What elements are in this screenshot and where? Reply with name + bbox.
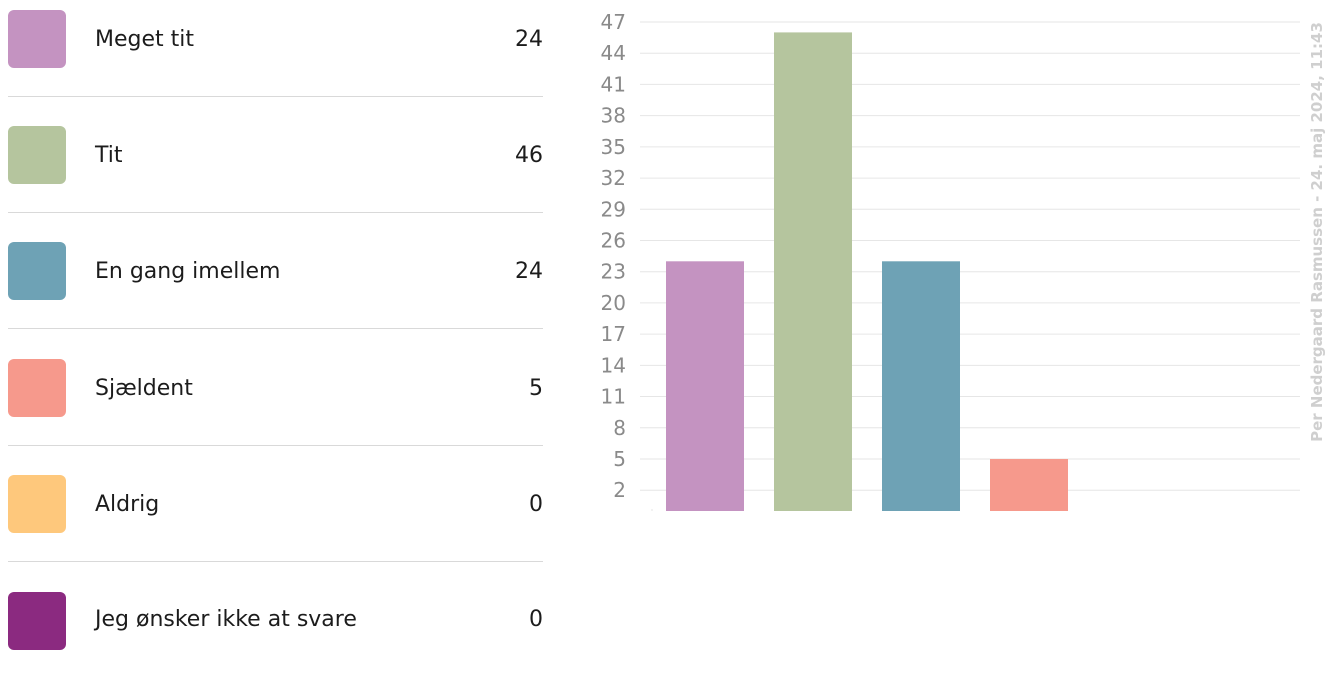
legend-swatch	[8, 359, 66, 417]
y-tick-label: 44	[601, 41, 626, 65]
legend-item-aldrig: Aldrig 0	[0, 465, 543, 581]
y-tick-label: 17	[601, 322, 626, 346]
y-tick-label: 47	[601, 10, 626, 34]
legend-label: Jeg ønsker ikke at svare	[95, 607, 357, 632]
legend-swatch	[8, 475, 66, 533]
legend-divider	[8, 96, 543, 97]
legend-divider	[8, 328, 543, 329]
legend-label: En gang imellem	[95, 259, 281, 284]
bar-chart: 2 5 8 11 14 17 20 23 26 29 32 35 38 41 44 47	[601, 10, 1300, 511]
legend-label: Aldrig	[95, 492, 160, 517]
y-tick-label: 32	[601, 166, 626, 190]
bar-meget-tit	[666, 261, 744, 511]
y-axis-tick-labels: 2 5 8 11 14 17 20 23 26 29 32 35 38 41 44 47	[601, 10, 626, 502]
y-tick-label: 29	[601, 197, 626, 221]
legend-divider	[8, 212, 543, 213]
y-tick-label: 2	[613, 478, 626, 502]
legend-divider	[8, 445, 543, 446]
y-tick-label: 14	[601, 353, 626, 377]
legend-count: 0	[529, 492, 543, 517]
legend-item-en-gang-imellem: En gang imellem 24	[0, 232, 543, 348]
bar-sjældent	[990, 458, 1068, 511]
y-tick-label: 26	[601, 228, 626, 252]
legend-label: Tit	[95, 143, 123, 168]
y-tick-label: 20	[601, 291, 626, 315]
legend-item-meget-tit: Meget tit 24	[0, 0, 543, 116]
legend-swatch	[8, 10, 66, 68]
legend-count: 24	[515, 27, 543, 52]
legend-item-sjaeldent: Sjældent 5	[0, 349, 543, 465]
y-tick-label: 11	[601, 385, 626, 409]
bar-tit	[774, 32, 852, 511]
legend-count: 5	[529, 376, 543, 401]
y-tick-label: 35	[601, 135, 626, 159]
legend-label: Sjældent	[95, 376, 193, 401]
legend-swatch	[8, 126, 66, 184]
legend-swatch	[8, 592, 66, 650]
y-tick-label: 5	[613, 447, 626, 471]
bar-en-gang-imellem	[882, 261, 960, 511]
legend-count: 0	[529, 607, 543, 632]
author-timestamp-credit: Per Nedergaard Rasmussen - 24. maj 2024,…	[1308, 22, 1326, 442]
y-tick-label: 8	[613, 416, 626, 440]
legend-item-jeg-onsker-ikke-at-svare: Jeg ønsker ikke at svare 0	[0, 582, 543, 698]
y-tick-label: 38	[601, 104, 626, 128]
legend-count: 24	[515, 259, 543, 284]
y-tick-label: 23	[601, 260, 626, 284]
legend-divider	[8, 561, 543, 562]
legend-count: 46	[515, 143, 543, 168]
bars	[666, 32, 1068, 511]
legend-label: Meget tit	[95, 27, 194, 52]
legend-swatch	[8, 242, 66, 300]
y-tick-label: 41	[601, 72, 626, 96]
gridlines	[640, 21, 1300, 511]
legend-item-tit: Tit 46	[0, 116, 543, 232]
